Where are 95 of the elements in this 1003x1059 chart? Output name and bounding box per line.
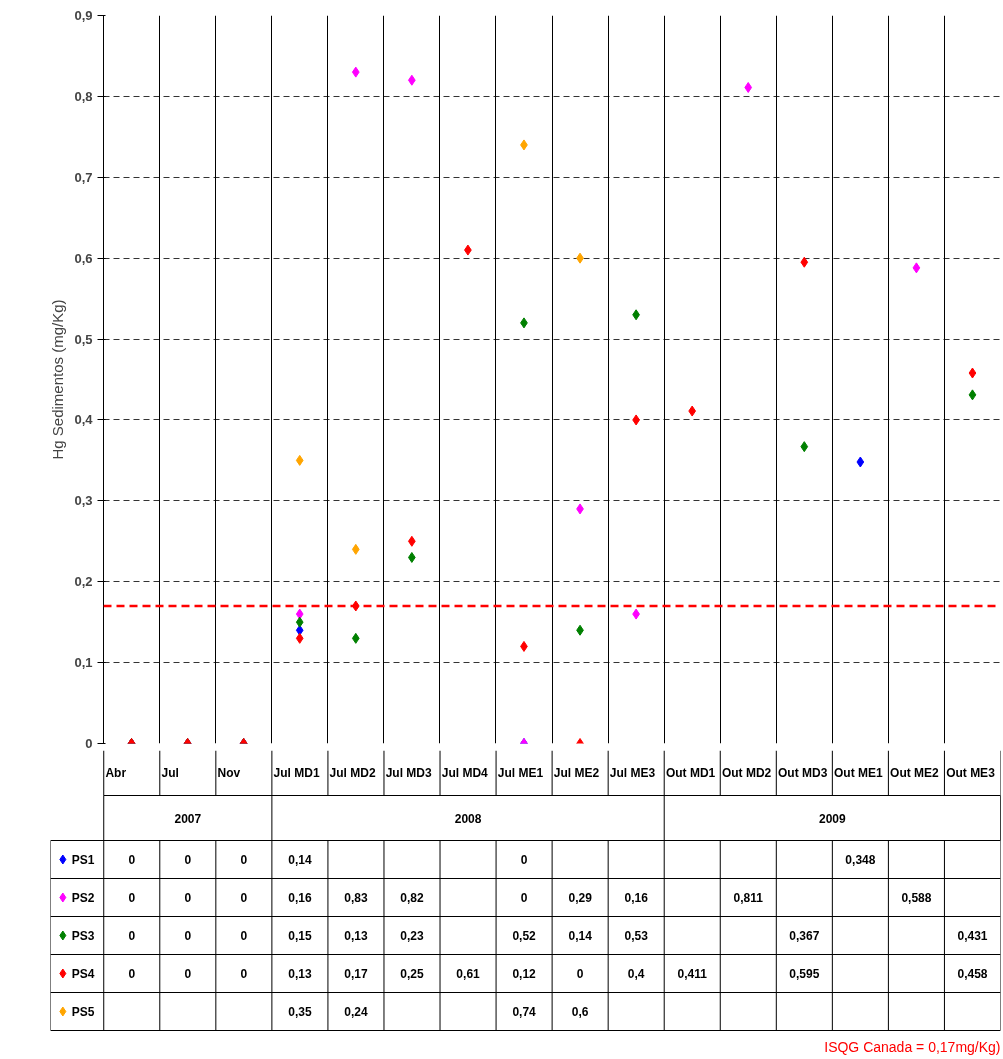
legend-label: PS3 bbox=[71, 928, 95, 943]
point bbox=[351, 543, 360, 555]
data-label: 0,24 bbox=[344, 1005, 368, 1019]
data-label: 0,35 bbox=[288, 1005, 312, 1019]
data-label: 0,411 bbox=[677, 967, 708, 981]
text: 2008 bbox=[454, 811, 482, 826]
data-label: 0,53 bbox=[624, 929, 649, 943]
data-label: 0,61 bbox=[456, 967, 481, 981]
x-tick-label: Jul ME1 bbox=[497, 766, 544, 780]
y-tick-label: 0,8 bbox=[74, 88, 93, 104]
data-label: 0,588 bbox=[901, 891, 932, 905]
data-label: 0 bbox=[240, 929, 248, 943]
y-tick-label: 0,5 bbox=[74, 331, 93, 347]
point bbox=[968, 367, 977, 379]
point bbox=[800, 256, 809, 268]
data-label: 0 bbox=[184, 967, 192, 981]
y-axis-title: Hg Sedimentos (mg/Kg) bbox=[49, 299, 67, 460]
data-label: 0 bbox=[184, 853, 192, 867]
data-label: 0,14 bbox=[288, 853, 312, 867]
x-tick-label: Nov bbox=[217, 766, 241, 780]
x-tick-label: Jul ME3 bbox=[609, 766, 656, 780]
y-tick-label: 0,6 bbox=[74, 250, 93, 266]
x-tick-label: Jul ME2 bbox=[553, 766, 600, 780]
data-label: 0,595 bbox=[789, 967, 820, 981]
data-label: 0,458 bbox=[957, 967, 988, 981]
data-label: 0,17 bbox=[344, 967, 368, 981]
legend-label: PS5 bbox=[71, 1004, 95, 1019]
data-label: 0,74 bbox=[512, 1005, 537, 1019]
point bbox=[295, 632, 304, 644]
point bbox=[856, 456, 865, 468]
x-tick-label: Jul MD1 bbox=[273, 766, 320, 780]
data-label: 0,13 bbox=[344, 929, 368, 943]
point bbox=[912, 262, 921, 274]
data-label: 0,25 bbox=[400, 967, 425, 981]
point bbox=[295, 608, 304, 620]
x-tick-label: Out ME1 bbox=[834, 766, 884, 780]
data-label: 0,6 bbox=[571, 1005, 589, 1019]
data-label: 0,23 bbox=[400, 929, 425, 943]
point bbox=[295, 454, 304, 466]
text: ISQG Canada = 0,17mg/Kg) bbox=[824, 1038, 1001, 1055]
x-tick-label: Jul MD3 bbox=[385, 766, 432, 780]
data-label: 0,13 bbox=[288, 967, 312, 981]
x-tick-label: Jul MD4 bbox=[441, 766, 489, 780]
legend-label: PS2 bbox=[71, 890, 95, 905]
legend-label: PS4 bbox=[71, 966, 95, 981]
x-tick-label: Jul bbox=[161, 766, 179, 780]
x-tick-label: Out MD1 bbox=[665, 766, 716, 780]
point bbox=[744, 81, 753, 93]
x-tick-label: Out MD3 bbox=[777, 766, 828, 780]
data-label: 0 bbox=[520, 853, 528, 867]
legend-label: PS1 bbox=[71, 852, 95, 867]
data-label: 0 bbox=[240, 853, 248, 867]
data-label: 0 bbox=[184, 929, 192, 943]
data-label: 0 bbox=[520, 891, 528, 905]
y-tick-label: 0,2 bbox=[74, 574, 93, 590]
data-label: 0,811 bbox=[733, 891, 764, 905]
y-tick-label: 0,7 bbox=[74, 169, 93, 185]
data-label: 0,431 bbox=[957, 929, 988, 943]
point bbox=[968, 389, 977, 401]
point bbox=[295, 616, 304, 628]
text: 2009 bbox=[819, 811, 847, 826]
y-tick-label: 0 bbox=[85, 736, 93, 751]
x-tick-label: Out ME2 bbox=[890, 766, 940, 780]
data-label: 0 bbox=[128, 891, 136, 905]
text: 2007 bbox=[174, 811, 202, 826]
data-label: 0 bbox=[240, 967, 248, 981]
data-label: 0,4 bbox=[627, 967, 645, 981]
point bbox=[351, 632, 360, 644]
y-tick-label: 0,4 bbox=[74, 412, 94, 428]
x-tick-label: Jul MD2 bbox=[329, 766, 376, 780]
data-label: 0,348 bbox=[845, 853, 876, 867]
point bbox=[800, 441, 809, 453]
data-label: 0,83 bbox=[344, 891, 368, 905]
data-label: 0 bbox=[184, 891, 192, 905]
data-label: 0 bbox=[240, 891, 248, 905]
data-label: 0 bbox=[576, 967, 584, 981]
data-label: 0,29 bbox=[568, 891, 593, 905]
x-tick-label: Abr bbox=[105, 766, 127, 780]
y-tick-label: 0,1 bbox=[74, 655, 93, 671]
x-tick-label: Out MD2 bbox=[721, 766, 772, 780]
data-label: 0,16 bbox=[288, 891, 312, 905]
point bbox=[351, 66, 360, 78]
x-tick-label: Out ME3 bbox=[946, 766, 996, 780]
data-label: 0 bbox=[128, 853, 136, 867]
y-tick-label: 0,3 bbox=[74, 493, 93, 509]
data-label: 0,14 bbox=[568, 929, 593, 943]
y-tick-label: 0,9 bbox=[74, 8, 93, 23]
data-label: 0,52 bbox=[512, 929, 537, 943]
data-label: 0 bbox=[128, 929, 136, 943]
data-label: 0,82 bbox=[400, 891, 425, 905]
data-label: 0,12 bbox=[512, 967, 537, 981]
data-label: 0 bbox=[128, 967, 136, 981]
data-label: 0,367 bbox=[789, 929, 820, 943]
data-label: 0,15 bbox=[288, 929, 312, 943]
data-label: 0,16 bbox=[624, 891, 649, 905]
